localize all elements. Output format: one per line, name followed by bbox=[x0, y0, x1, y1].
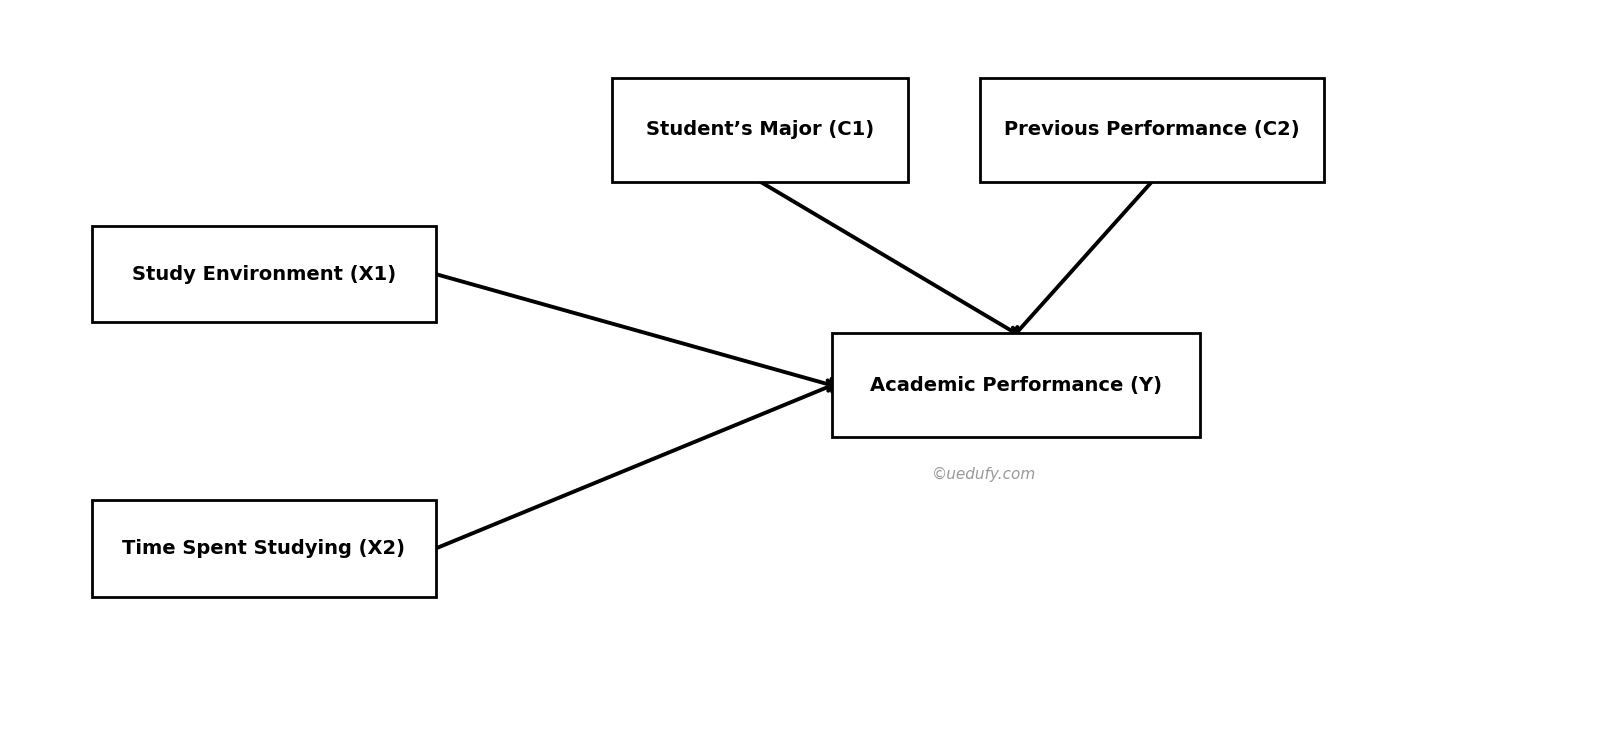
Text: ©uedufy.com: ©uedufy.com bbox=[931, 467, 1037, 482]
Text: Academic Performance (Y): Academic Performance (Y) bbox=[870, 376, 1162, 395]
Text: Previous Performance (C2): Previous Performance (C2) bbox=[1005, 120, 1299, 139]
FancyBboxPatch shape bbox=[611, 78, 907, 182]
Text: Student’s Major (C1): Student’s Major (C1) bbox=[646, 120, 874, 139]
Text: Study Environment (X1): Study Environment (X1) bbox=[131, 265, 397, 284]
FancyBboxPatch shape bbox=[832, 333, 1200, 437]
FancyBboxPatch shape bbox=[93, 226, 435, 322]
FancyBboxPatch shape bbox=[93, 500, 435, 597]
FancyBboxPatch shape bbox=[979, 78, 1323, 182]
Text: Time Spent Studying (X2): Time Spent Studying (X2) bbox=[123, 539, 405, 558]
